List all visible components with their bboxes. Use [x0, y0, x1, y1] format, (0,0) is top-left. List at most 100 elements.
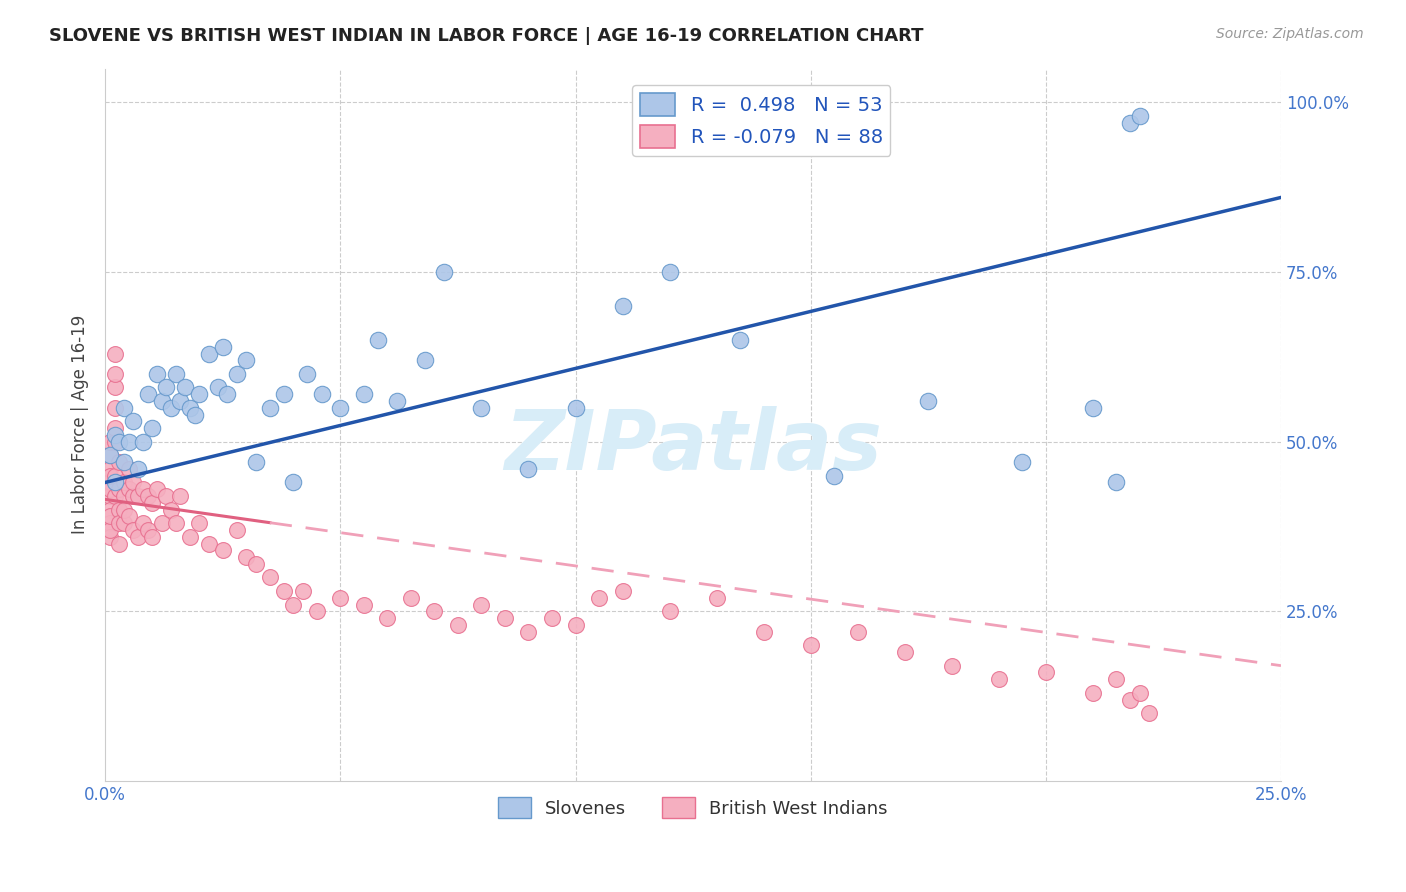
Point [385, 394, 408, 409]
Point [1105, 475, 1128, 490]
Point [188, 516, 211, 530]
Point [658, 265, 681, 279]
Point [1035, 665, 1057, 680]
Point [98, 530, 121, 544]
Point [104, 421, 127, 435]
Point [146, 367, 169, 381]
Point [127, 530, 149, 544]
Point [225, 367, 247, 381]
Point [1081, 401, 1104, 415]
Point [197, 536, 219, 550]
Point [207, 380, 229, 394]
Point [98, 509, 121, 524]
Point [188, 387, 211, 401]
Point [104, 475, 127, 490]
Point [98, 475, 121, 490]
Point [470, 598, 492, 612]
Point [108, 455, 131, 469]
Point [112, 489, 135, 503]
Point [174, 380, 197, 394]
Legend: Slovenes, British West Indians: Slovenes, British West Indians [491, 790, 896, 825]
Point [1119, 116, 1142, 130]
Point [104, 380, 127, 394]
Text: ZIPatlas: ZIPatlas [505, 406, 882, 487]
Point [150, 394, 173, 409]
Point [800, 638, 823, 652]
Point [112, 502, 135, 516]
Point [588, 591, 610, 605]
Point [329, 401, 352, 415]
Point [104, 428, 127, 442]
Point [752, 624, 775, 639]
Point [259, 401, 281, 415]
Point [98, 468, 121, 483]
Point [132, 516, 155, 530]
Point [273, 584, 295, 599]
Point [1081, 686, 1104, 700]
Point [136, 387, 159, 401]
Point [517, 462, 540, 476]
Point [104, 434, 127, 449]
Point [127, 489, 149, 503]
Point [283, 598, 305, 612]
Point [118, 509, 141, 524]
Point [245, 557, 267, 571]
Point [98, 448, 121, 462]
Point [169, 394, 191, 409]
Point [122, 414, 145, 428]
Point [160, 401, 183, 415]
Point [329, 591, 352, 605]
Point [1129, 686, 1152, 700]
Point [98, 448, 121, 462]
Point [211, 340, 233, 354]
Point [155, 489, 177, 503]
Point [98, 482, 121, 496]
Point [179, 401, 201, 415]
Point [108, 482, 131, 496]
Point [377, 611, 399, 625]
Point [150, 516, 173, 530]
Point [399, 591, 422, 605]
Point [108, 536, 131, 550]
Point [108, 516, 131, 530]
Point [98, 489, 121, 503]
Point [658, 604, 681, 618]
Point [353, 598, 375, 612]
Point [423, 604, 446, 618]
Point [122, 489, 145, 503]
Point [104, 346, 127, 360]
Point [118, 482, 141, 496]
Point [225, 523, 247, 537]
Point [98, 516, 121, 530]
Point [118, 434, 141, 449]
Point [1105, 672, 1128, 686]
Point [413, 353, 436, 368]
Point [283, 475, 305, 490]
Point [311, 387, 333, 401]
Point [1119, 692, 1142, 706]
Point [235, 550, 257, 565]
Point [165, 367, 187, 381]
Point [353, 387, 375, 401]
Point [728, 333, 751, 347]
Point [136, 523, 159, 537]
Point [132, 434, 155, 449]
Point [823, 468, 845, 483]
Point [169, 489, 191, 503]
Point [367, 333, 389, 347]
Point [98, 434, 121, 449]
Point [541, 611, 564, 625]
Point [108, 434, 131, 449]
Y-axis label: In Labor Force | Age 16-19: In Labor Force | Age 16-19 [72, 315, 89, 534]
Point [98, 502, 121, 516]
Point [127, 462, 149, 476]
Point [941, 658, 963, 673]
Point [235, 353, 257, 368]
Point [104, 468, 127, 483]
Point [564, 401, 586, 415]
Point [987, 672, 1010, 686]
Point [132, 482, 155, 496]
Point [1137, 706, 1160, 720]
Point [165, 516, 187, 530]
Point [494, 611, 516, 625]
